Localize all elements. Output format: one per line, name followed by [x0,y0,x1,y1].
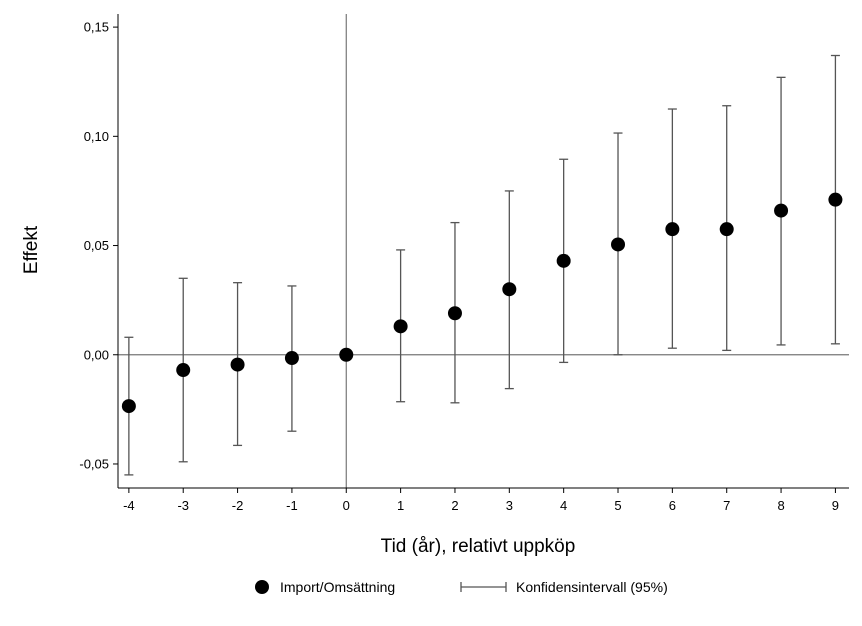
data-point [611,237,626,252]
x-tick-label: -1 [286,498,298,513]
legend: Import/Omsättning Konfidensintervall (95… [255,579,668,595]
x-tick-label: -4 [123,498,135,513]
x-tick-label: 5 [614,498,621,513]
data-point [502,282,517,297]
legend-label-point: Import/Omsättning [280,579,395,595]
data-point [719,222,734,237]
x-tick-label: -3 [177,498,189,513]
y-tick-label: 0,00 [84,347,109,362]
data-point [828,192,843,207]
y-tick-label: 0,10 [84,129,109,144]
legend-marker-errorbar [460,582,507,592]
data-point [556,253,571,268]
data-point [665,222,680,237]
data-point [774,203,789,218]
plot-area [118,14,849,488]
x-tick-label: 1 [397,498,404,513]
data-point [339,347,354,362]
x-tick-label: 9 [832,498,839,513]
legend-label-errorbar: Konfidensintervall (95%) [516,579,668,595]
legend-marker-point [255,580,269,594]
y-tick-label: -0,05 [79,456,109,471]
y-tick-label: 0,15 [84,20,109,35]
x-tick-label: 8 [777,498,784,513]
x-tick-label: 2 [451,498,458,513]
y-tick-label: 0,05 [84,238,109,253]
x-tick-label: 4 [560,498,567,513]
axes: -0,05 0,00 0,05 0,10 0,15 -4 -3 -2 -1 0 1 2 3 4 5 6 7 8 9 [79,14,849,513]
data-point [284,351,299,366]
data-point [121,399,136,414]
x-tick-label: 7 [723,498,730,513]
x-tick-label: 3 [506,498,513,513]
x-tick-label: -2 [232,498,244,513]
x-axis-title: Tid (år), relativt uppköp [381,536,576,557]
data-point [176,363,191,378]
data-point [393,319,408,334]
x-tick-label: 0 [343,498,350,513]
y-axis-title: Effekt [21,225,42,274]
x-tick-label: 6 [669,498,676,513]
data-point [230,357,245,372]
data-point [447,306,462,321]
